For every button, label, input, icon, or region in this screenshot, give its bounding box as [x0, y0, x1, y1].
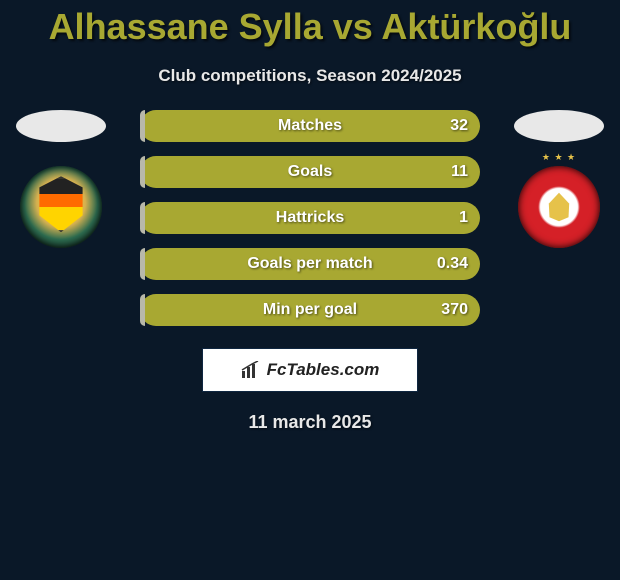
stat-row: Goals per match 0.34 [140, 248, 480, 280]
player-left-portrait [16, 110, 106, 142]
stat-left-fill [140, 202, 145, 234]
club-crest-left [20, 166, 102, 248]
subtitle: Club competitions, Season 2024/2025 [0, 66, 620, 86]
stat-row: Hattricks 1 [140, 202, 480, 234]
comparison-panel: Matches 32 Goals 11 Hattricks 1 Goals per matc… [0, 110, 620, 433]
stat-row: Goals 11 [140, 156, 480, 188]
stat-right-value: 1 [459, 209, 468, 227]
club-crest-right [518, 166, 600, 248]
stat-label: Hattricks [276, 209, 344, 227]
stat-left-fill [140, 294, 145, 326]
player-right-portrait [514, 110, 604, 142]
stat-label: Min per goal [263, 301, 357, 319]
stat-left-fill [140, 156, 145, 188]
stats-list: Matches 32 Goals 11 Hattricks 1 Goals per matc… [140, 110, 480, 326]
page-title: Alhassane Sylla vs Aktürkoğlu [0, 0, 620, 48]
stat-right-value: 0.34 [437, 255, 468, 273]
stat-right-value: 32 [450, 117, 468, 135]
date-label: 11 march 2025 [0, 412, 620, 433]
stat-right-value: 370 [441, 301, 468, 319]
stat-row: Matches 32 [140, 110, 480, 142]
stat-left-fill [140, 248, 145, 280]
stat-label: Goals [288, 163, 332, 181]
stat-row: Min per goal 370 [140, 294, 480, 326]
brand-label: FcTables.com [267, 360, 380, 380]
stat-label: Goals per match [247, 255, 372, 273]
stat-label: Matches [278, 117, 342, 135]
stat-right-value: 11 [451, 163, 468, 181]
brand-badge: FcTables.com [202, 348, 418, 392]
stat-left-fill [140, 110, 145, 142]
bar-chart-icon [241, 361, 261, 379]
